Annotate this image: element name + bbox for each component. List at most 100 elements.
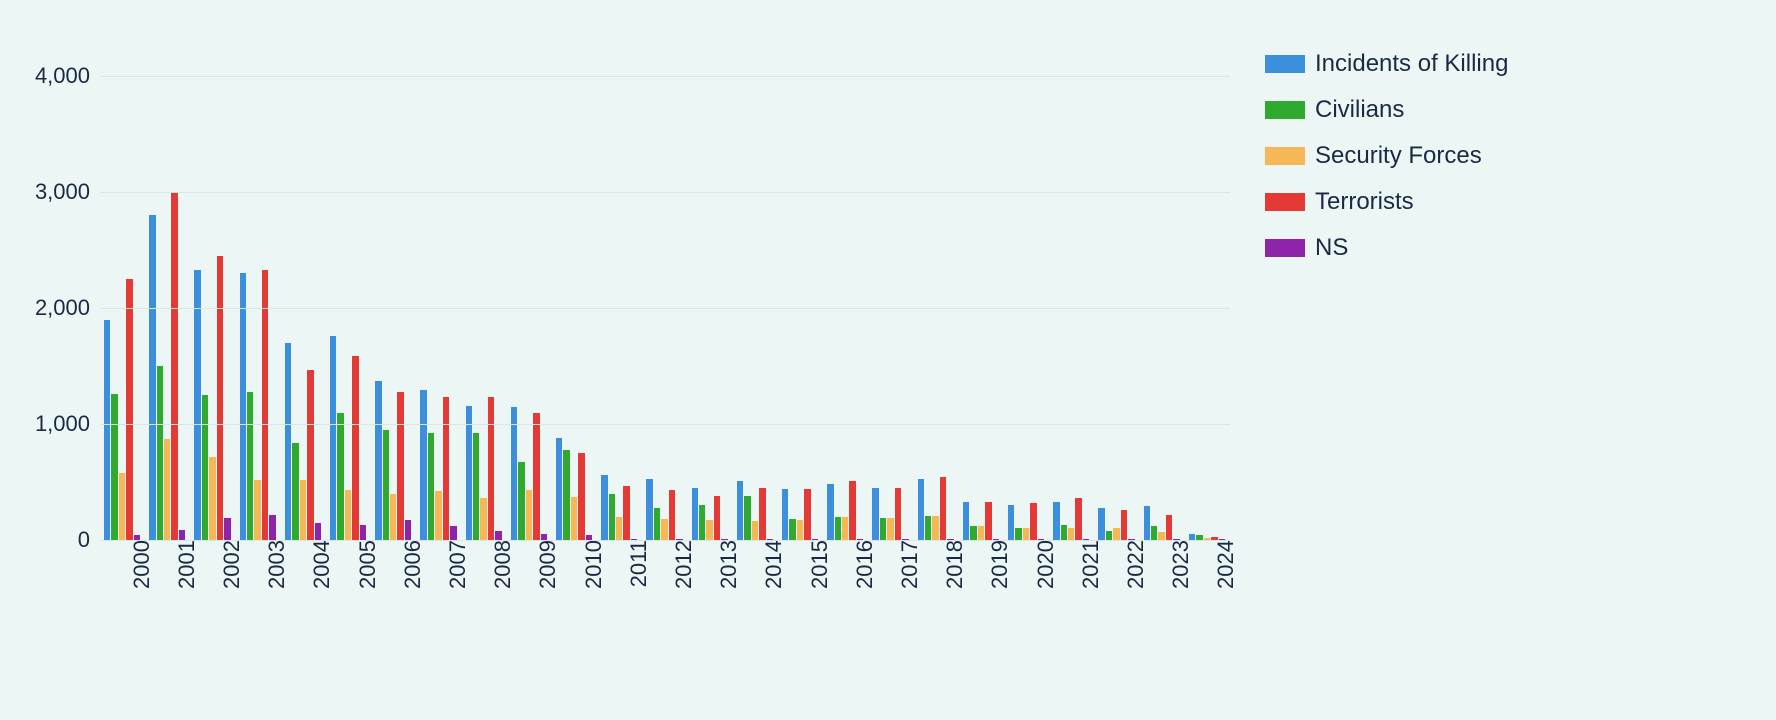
bar: [360, 525, 366, 540]
bar: [1008, 505, 1014, 540]
bar: [1075, 498, 1081, 540]
bar: [782, 489, 788, 540]
bar: [970, 526, 976, 540]
x-tick-label: 2004: [303, 540, 335, 589]
category-group: 2014: [733, 30, 778, 540]
x-tick-label: 2002: [213, 540, 245, 589]
category-group: 2021: [1049, 30, 1094, 540]
x-tick-label: 2014: [755, 540, 787, 589]
bar: [171, 192, 177, 540]
bar: [797, 520, 803, 540]
bar: [269, 515, 275, 541]
bar: [661, 519, 667, 540]
bar: [217, 256, 223, 540]
bar: [1106, 531, 1112, 540]
bar: [473, 433, 479, 540]
bar: [383, 430, 389, 540]
category-group: 2023: [1140, 30, 1185, 540]
bar: [918, 479, 924, 540]
bar: [849, 481, 855, 540]
bar: [247, 392, 253, 540]
category-group: 2015: [778, 30, 823, 540]
x-tick-label: 2020: [1027, 540, 1059, 589]
bar: [126, 279, 132, 540]
bar: [1121, 510, 1127, 540]
category-group: 2019: [959, 30, 1004, 540]
x-tick-label: 2024: [1207, 540, 1239, 589]
category-group: 2005: [326, 30, 371, 540]
bar: [390, 494, 396, 540]
bar: [315, 523, 321, 540]
bar: [714, 496, 720, 540]
bar: [827, 484, 833, 540]
bar: [428, 433, 434, 540]
bar: [420, 390, 426, 540]
legend: Incidents of Killing Civilians Security Fo…: [1265, 50, 1508, 280]
bar: [1166, 515, 1172, 541]
bar: [164, 439, 170, 540]
bar: [601, 475, 607, 540]
category-group: 2017: [868, 30, 913, 540]
x-tick-label: 2021: [1072, 540, 1104, 589]
bar: [1015, 528, 1021, 540]
bar: [1068, 528, 1074, 540]
bar: [488, 397, 494, 540]
legend-swatch: [1265, 239, 1305, 257]
category-group: 2018: [914, 30, 959, 540]
gridline: [100, 540, 1230, 541]
y-tick-label: 3,000: [35, 179, 100, 205]
x-tick-label: 2016: [846, 540, 878, 589]
legend-label: Incidents of Killing: [1315, 50, 1508, 78]
bar: [940, 477, 946, 540]
bar: [450, 526, 456, 540]
x-tick-label: 2023: [1162, 540, 1194, 589]
bar: [1098, 508, 1104, 540]
bar: [759, 488, 765, 540]
bar: [563, 450, 569, 540]
bar: [872, 488, 878, 540]
x-tick-label: 2022: [1117, 540, 1149, 589]
legend-item: Civilians: [1265, 96, 1508, 124]
bar: [1158, 532, 1164, 540]
bar: [149, 215, 155, 540]
grouped-bar-chart: 2000200120022003200420052006200720082009…: [0, 0, 1776, 720]
bar: [292, 443, 298, 540]
bar: [1113, 528, 1119, 540]
bar: [744, 496, 750, 540]
bar: [556, 438, 562, 540]
category-group: 2007: [416, 30, 461, 540]
category-group: 2003: [236, 30, 281, 540]
bar: [978, 526, 984, 540]
gridline: [100, 76, 1230, 77]
category-group: 2002: [190, 30, 235, 540]
category-group: 2000: [100, 30, 145, 540]
x-tick-label: 2009: [529, 540, 561, 589]
bar: [887, 518, 893, 540]
x-tick-label: 2013: [710, 540, 742, 589]
category-group: 2008: [462, 30, 507, 540]
x-tick-label: 2006: [394, 540, 426, 589]
legend-swatch: [1265, 101, 1305, 119]
x-tick-label: 2019: [981, 540, 1013, 589]
x-tick-label: 2017: [891, 540, 923, 589]
bar: [307, 370, 313, 540]
bar: [337, 413, 343, 541]
bar: [752, 521, 758, 540]
category-group: 2024: [1185, 30, 1230, 540]
bar: [835, 517, 841, 540]
gridline: [100, 424, 1230, 425]
bar: [300, 480, 306, 540]
x-tick-label: 2012: [665, 540, 697, 589]
bars-layer: 2000200120022003200420052006200720082009…: [100, 30, 1230, 540]
bar: [623, 486, 629, 540]
x-tick-label: 2007: [439, 540, 471, 589]
bar: [285, 343, 291, 540]
bar: [511, 407, 517, 540]
bar: [435, 491, 441, 540]
legend-item: Incidents of Killing: [1265, 50, 1508, 78]
legend-label: Security Forces: [1315, 142, 1482, 170]
bar: [1030, 503, 1036, 540]
legend-swatch: [1265, 193, 1305, 211]
bar: [352, 356, 358, 540]
bar: [1061, 525, 1067, 540]
